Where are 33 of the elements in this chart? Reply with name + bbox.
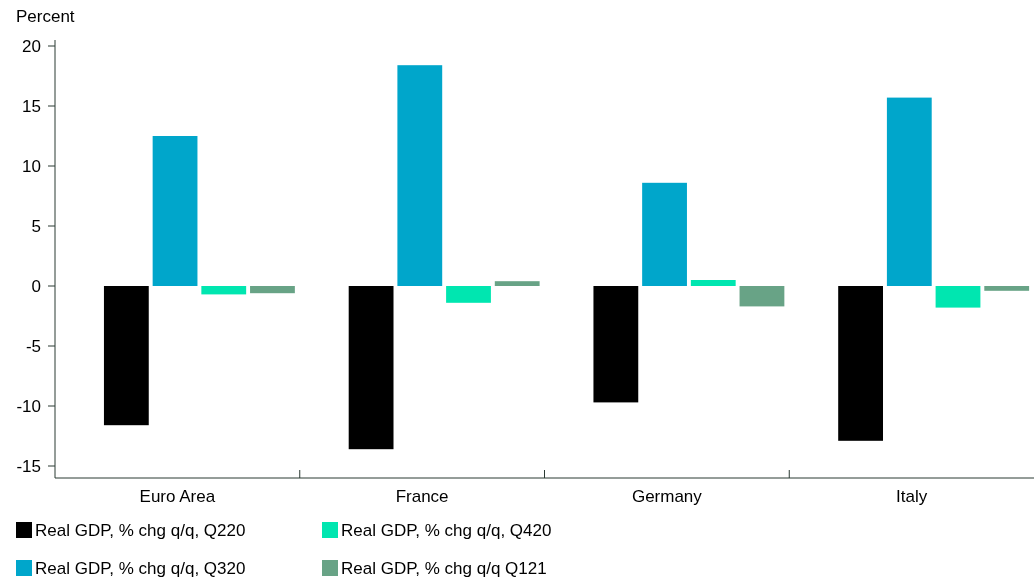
bar bbox=[886, 97, 932, 286]
y-tick-label: 0 bbox=[31, 276, 41, 296]
bar bbox=[250, 286, 295, 294]
y-tick-label: -10 bbox=[16, 396, 41, 416]
bar bbox=[348, 286, 394, 450]
bar bbox=[152, 136, 198, 286]
bar bbox=[838, 286, 883, 441]
x-tick-label: Germany bbox=[631, 487, 703, 506]
bar bbox=[201, 286, 247, 295]
bar bbox=[642, 182, 687, 286]
y-tick-label: 10 bbox=[22, 156, 41, 176]
y-tick-label: 5 bbox=[31, 216, 41, 236]
bar bbox=[935, 286, 981, 308]
x-tick-label: Italy bbox=[896, 487, 928, 506]
bar bbox=[397, 65, 443, 286]
x-tick-label: Euro Area bbox=[139, 487, 216, 506]
bar bbox=[494, 281, 540, 286]
x-tick-label: France bbox=[395, 487, 449, 506]
bar bbox=[446, 286, 491, 303]
legend-label: Real GDP, % chg q/q, Q320 bbox=[35, 558, 246, 578]
bar bbox=[690, 280, 736, 286]
bar bbox=[739, 286, 785, 307]
legend-label: Real GDP, % chg q/q, Q220 bbox=[35, 520, 246, 540]
bar bbox=[103, 286, 149, 426]
legend-label: Real GDP, % chg q/q Q121 bbox=[341, 558, 547, 578]
bar bbox=[984, 286, 1030, 291]
y-axis-title: Percent bbox=[16, 7, 75, 26]
bar bbox=[593, 286, 639, 403]
y-tick-label: 15 bbox=[22, 96, 41, 116]
y-tick-label: -15 bbox=[16, 456, 41, 476]
legend-label: Real GDP, % chg q/q, Q420 bbox=[341, 520, 552, 540]
y-tick-label: -5 bbox=[25, 336, 41, 356]
y-tick-label: 20 bbox=[22, 36, 41, 56]
